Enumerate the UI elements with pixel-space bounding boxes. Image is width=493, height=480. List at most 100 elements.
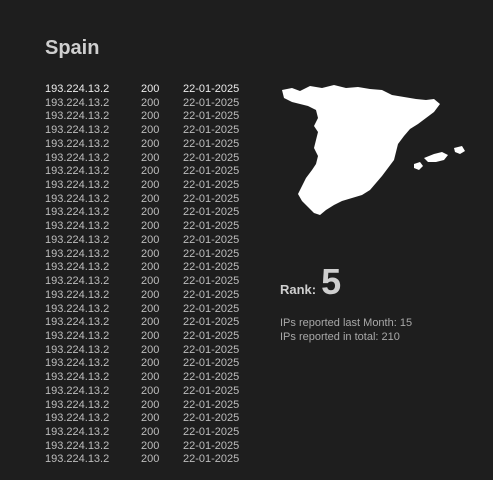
rank-value: 5 bbox=[321, 261, 342, 302]
ip-cell: 193.224.13.2 bbox=[45, 124, 110, 137]
ip-cell: 193.224.13.2 bbox=[45, 261, 110, 274]
table-row: 193.224.13.2 200 22-01-2025 bbox=[45, 357, 255, 371]
rank-display: Rank: 5 bbox=[280, 262, 341, 302]
date-cell: 22-01-2025 bbox=[183, 96, 240, 109]
status-cell: 200 bbox=[141, 398, 160, 411]
ip-cell: 193.224.13.2 bbox=[45, 302, 110, 315]
date-cell: 22-01-2025 bbox=[183, 357, 240, 370]
table-row: 193.224.13.2 200 22-01-2025 bbox=[45, 110, 255, 124]
table-row: 193.224.13.2 200 22-01-2025 bbox=[45, 83, 255, 97]
status-cell: 200 bbox=[141, 233, 160, 246]
table-row: 193.224.13.2 200 22-01-2025 bbox=[45, 152, 255, 166]
table-row: 193.224.13.2 200 22-01-2025 bbox=[45, 248, 255, 262]
ip-cell: 193.224.13.2 bbox=[45, 439, 110, 452]
table-row: 193.224.13.2 200 22-01-2025 bbox=[45, 316, 255, 330]
status-cell: 200 bbox=[141, 151, 160, 164]
table-row: 193.224.13.2 200 22-01-2025 bbox=[45, 303, 255, 317]
table-row: 193.224.13.2 200 22-01-2025 bbox=[45, 289, 255, 303]
date-cell: 22-01-2025 bbox=[183, 151, 240, 164]
status-cell: 200 bbox=[141, 206, 160, 219]
date-cell: 22-01-2025 bbox=[183, 179, 240, 192]
status-cell: 200 bbox=[141, 261, 160, 274]
date-cell: 22-01-2025 bbox=[183, 425, 240, 438]
status-cell: 200 bbox=[141, 412, 160, 425]
ip-cell: 193.224.13.2 bbox=[45, 220, 110, 233]
status-cell: 200 bbox=[141, 357, 160, 370]
ip-cell: 193.224.13.2 bbox=[45, 371, 110, 384]
status-cell: 200 bbox=[141, 371, 160, 384]
table-row: 193.224.13.2 200 22-01-2025 bbox=[45, 371, 255, 385]
table-row: 193.224.13.2 200 22-01-2025 bbox=[45, 385, 255, 399]
ip-cell: 193.224.13.2 bbox=[45, 357, 110, 370]
date-cell: 22-01-2025 bbox=[183, 302, 240, 315]
table-row: 193.224.13.2 200 22-01-2025 bbox=[45, 138, 255, 152]
table-row: 193.224.13.2 200 22-01-2025 bbox=[45, 344, 255, 358]
status-cell: 200 bbox=[141, 124, 160, 137]
date-cell: 22-01-2025 bbox=[183, 329, 240, 342]
ip-cell: 193.224.13.2 bbox=[45, 83, 110, 95]
ip-cell: 193.224.13.2 bbox=[45, 316, 110, 329]
ip-cell: 193.224.13.2 bbox=[45, 247, 110, 260]
ip-cell: 193.224.13.2 bbox=[45, 192, 110, 205]
date-cell: 22-01-2025 bbox=[183, 192, 240, 205]
status-cell: 200 bbox=[141, 439, 160, 452]
status-cell: 200 bbox=[141, 110, 160, 123]
status-cell: 200 bbox=[141, 343, 160, 356]
stat-total: IPs reported in total: 210 bbox=[280, 330, 400, 343]
table-row: 193.224.13.2 200 22-01-2025 bbox=[45, 193, 255, 207]
ip-cell: 193.224.13.2 bbox=[45, 453, 110, 466]
table-row: 193.224.13.2 200 22-01-2025 bbox=[45, 399, 255, 413]
ip-cell: 193.224.13.2 bbox=[45, 110, 110, 123]
date-cell: 22-01-2025 bbox=[183, 371, 240, 384]
ip-report-list: 193.224.13.2 200 22-01-2025 193.224.13.2 200… bbox=[45, 83, 255, 467]
rank-label: Rank: bbox=[280, 282, 317, 297]
date-cell: 22-01-2025 bbox=[183, 398, 240, 411]
date-cell: 22-01-2025 bbox=[183, 288, 240, 301]
table-row: 193.224.13.2 200 22-01-2025 bbox=[45, 165, 255, 179]
ip-cell: 193.224.13.2 bbox=[45, 179, 110, 192]
status-cell: 200 bbox=[141, 192, 160, 205]
ip-cell: 193.224.13.2 bbox=[45, 96, 110, 109]
date-cell: 22-01-2025 bbox=[183, 453, 240, 466]
status-cell: 200 bbox=[141, 96, 160, 109]
ip-cell: 193.224.13.2 bbox=[45, 233, 110, 246]
table-row: 193.224.13.2 200 22-01-2025 bbox=[45, 220, 255, 234]
table-row: 193.224.13.2 200 22-01-2025 bbox=[45, 97, 255, 111]
ip-cell: 193.224.13.2 bbox=[45, 288, 110, 301]
date-cell: 22-01-2025 bbox=[183, 439, 240, 452]
ip-cell: 193.224.13.2 bbox=[45, 165, 110, 178]
table-row: 193.224.13.2 200 22-01-2025 bbox=[45, 275, 255, 289]
date-cell: 22-01-2025 bbox=[183, 165, 240, 178]
table-row: 193.224.13.2 200 22-01-2025 bbox=[45, 330, 255, 344]
ip-cell: 193.224.13.2 bbox=[45, 412, 110, 425]
status-cell: 200 bbox=[141, 316, 160, 329]
table-row: 193.224.13.2 200 22-01-2025 bbox=[45, 124, 255, 138]
country-title: Spain bbox=[45, 37, 100, 59]
date-cell: 22-01-2025 bbox=[183, 206, 240, 219]
stat-last-month: IPs reported last Month: 15 bbox=[280, 317, 413, 329]
date-cell: 22-01-2025 bbox=[183, 83, 240, 95]
report-stats: IPs reported last Month: 15 IPs reported… bbox=[280, 317, 412, 344]
ip-cell: 193.224.13.2 bbox=[45, 206, 110, 219]
table-row: 193.224.13.2 200 22-01-2025 bbox=[45, 206, 255, 220]
table-row: 193.224.13.2 200 22-01-2025 bbox=[45, 234, 255, 248]
status-cell: 200 bbox=[141, 302, 160, 315]
ip-cell: 193.224.13.2 bbox=[45, 343, 110, 356]
status-cell: 200 bbox=[141, 179, 160, 192]
date-cell: 22-01-2025 bbox=[183, 124, 240, 137]
status-cell: 200 bbox=[141, 453, 160, 466]
ip-cell: 193.224.13.2 bbox=[45, 329, 110, 342]
ip-cell: 193.224.13.2 bbox=[45, 425, 110, 438]
ip-cell: 193.224.13.2 bbox=[45, 398, 110, 411]
date-cell: 22-01-2025 bbox=[183, 261, 240, 274]
status-cell: 200 bbox=[141, 275, 160, 288]
table-row: 193.224.13.2 200 22-01-2025 bbox=[45, 440, 255, 454]
date-cell: 22-01-2025 bbox=[183, 233, 240, 246]
date-cell: 22-01-2025 bbox=[183, 343, 240, 356]
table-row: 193.224.13.2 200 22-01-2025 bbox=[45, 261, 255, 275]
status-cell: 200 bbox=[141, 165, 160, 178]
date-cell: 22-01-2025 bbox=[183, 412, 240, 425]
status-cell: 200 bbox=[141, 83, 160, 95]
date-cell: 22-01-2025 bbox=[183, 247, 240, 260]
